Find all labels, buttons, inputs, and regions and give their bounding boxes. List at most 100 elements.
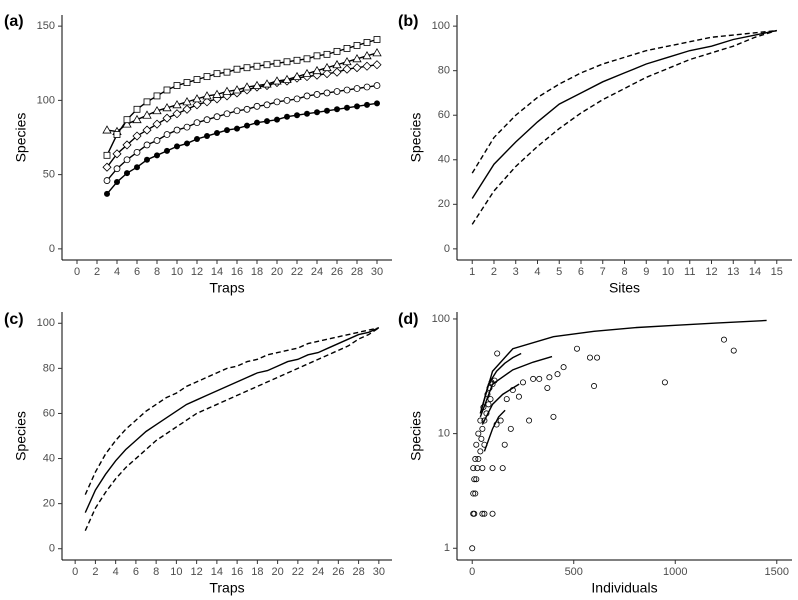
data-point xyxy=(470,465,477,472)
x-tick-label: 1 xyxy=(469,266,475,278)
x-tick-label: 2 xyxy=(491,266,497,278)
data-point xyxy=(486,384,493,391)
series-line xyxy=(471,29,777,199)
data-point xyxy=(253,102,261,110)
data-point xyxy=(479,425,486,432)
data-point xyxy=(303,55,311,63)
x-tick-label: 30 xyxy=(373,566,385,578)
data-point xyxy=(302,68,312,78)
data-point xyxy=(274,116,280,123)
y-tick-label: 100 xyxy=(432,20,450,32)
data-point xyxy=(104,190,110,197)
y-axis-title: Species xyxy=(13,411,29,461)
data-point xyxy=(244,122,250,129)
data-point xyxy=(487,396,494,403)
data-point xyxy=(293,56,301,64)
x-tick-label: 28 xyxy=(351,266,363,278)
data-point xyxy=(324,107,330,114)
x-tick-label: 6 xyxy=(134,266,140,278)
data-point xyxy=(233,65,241,73)
data-point xyxy=(530,375,537,382)
data-point xyxy=(586,354,593,361)
data-point xyxy=(112,149,122,159)
data-point xyxy=(173,126,181,134)
data-point xyxy=(342,56,352,66)
x-tick-label: 30 xyxy=(371,266,383,278)
y-tick-label: 1 xyxy=(444,542,450,554)
data-point xyxy=(322,69,332,79)
data-point xyxy=(283,96,291,104)
data-point xyxy=(353,85,361,92)
data-point xyxy=(730,347,737,354)
data-point xyxy=(322,62,332,72)
x-tick-label: 12 xyxy=(705,266,717,278)
data-point xyxy=(501,441,508,448)
data-point xyxy=(174,143,180,150)
data-point xyxy=(507,425,514,432)
data-point xyxy=(471,510,478,517)
data-point xyxy=(489,510,496,517)
y-tick-label: 40 xyxy=(438,154,450,166)
data-point xyxy=(222,86,232,95)
data-point xyxy=(144,156,150,163)
data-point xyxy=(480,404,487,411)
data-point xyxy=(273,98,281,106)
data-point xyxy=(312,65,322,75)
data-point xyxy=(163,86,171,94)
data-point xyxy=(282,74,292,83)
series-line xyxy=(106,38,378,156)
data-point xyxy=(232,85,242,94)
data-point xyxy=(560,364,567,371)
x-tick-label: 15 xyxy=(771,266,783,278)
data-point xyxy=(273,59,281,67)
data-point xyxy=(143,141,151,149)
x-tick-label: 22 xyxy=(291,266,303,278)
x-tick-label: 12 xyxy=(191,266,203,278)
data-point xyxy=(374,100,380,107)
x-tick-label: 14 xyxy=(749,266,761,278)
series-line xyxy=(106,64,378,168)
data-point xyxy=(509,387,516,394)
data-point xyxy=(479,465,486,472)
data-point xyxy=(352,63,362,73)
data-point xyxy=(515,393,522,400)
x-tick-label: 5 xyxy=(556,266,562,278)
data-point xyxy=(526,417,533,424)
x-axis-title: Sites xyxy=(609,280,640,296)
data-point xyxy=(373,82,381,89)
data-point xyxy=(473,441,480,448)
x-tick-label: 9 xyxy=(643,266,649,278)
data-point xyxy=(143,98,151,106)
data-point xyxy=(163,131,171,138)
x-axis-title: Traps xyxy=(209,580,244,596)
data-point xyxy=(173,82,181,89)
data-point xyxy=(313,91,321,98)
x-tick-label: 24 xyxy=(312,566,324,578)
data-point xyxy=(334,106,340,113)
y-axis-title: Species xyxy=(13,113,29,163)
series-line xyxy=(84,327,380,531)
x-tick-label: 14 xyxy=(211,266,223,278)
y-tick-label: 100 xyxy=(37,94,55,106)
data-point xyxy=(193,119,201,127)
data-point xyxy=(473,476,480,483)
data-point xyxy=(154,152,160,159)
series-line xyxy=(106,102,378,195)
data-point xyxy=(503,396,510,403)
data-point xyxy=(292,71,302,81)
data-point xyxy=(183,79,191,86)
data-point xyxy=(472,456,479,463)
panel-label: (d) xyxy=(398,311,418,328)
data-point xyxy=(550,413,557,420)
data-point xyxy=(233,107,241,115)
data-point xyxy=(333,47,341,55)
data-point xyxy=(554,371,561,378)
data-point xyxy=(353,42,361,49)
x-tick-label: 22 xyxy=(292,566,304,578)
data-point xyxy=(153,137,161,144)
x-tick-label: 16 xyxy=(231,266,243,278)
data-point xyxy=(362,51,372,60)
data-point xyxy=(272,76,282,85)
y-axis-title: Species xyxy=(408,113,424,163)
data-point xyxy=(142,125,152,135)
